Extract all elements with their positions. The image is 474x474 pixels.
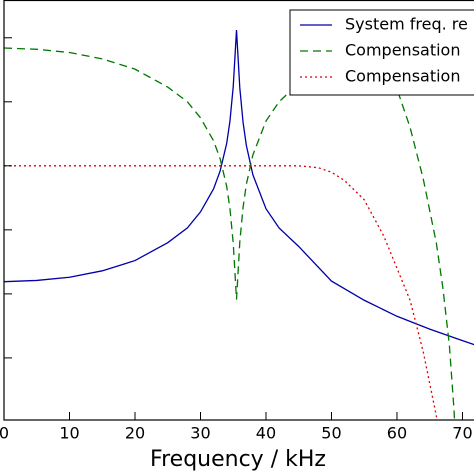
x-axis-label: Frequency / kHz: [150, 447, 326, 472]
legend-box: [289, 9, 474, 96]
legend: System freq. re Compensation Compensation: [289, 9, 474, 96]
x-tick-label: 50: [321, 424, 341, 443]
axes-frame: [3, 0, 474, 421]
legend-label: System freq. re: [345, 15, 468, 34]
x-tick-label: 30: [190, 424, 210, 443]
series-line: [4, 40, 456, 420]
x-tick-label: 20: [125, 424, 145, 443]
x-tick-label: 0: [0, 424, 9, 443]
x-tick-label: 10: [59, 424, 79, 443]
x-tick-label: 60: [387, 424, 407, 443]
x-tick-label: 40: [256, 424, 276, 443]
plot-area: [4, 30, 474, 420]
series-line: [4, 30, 474, 346]
x-tick-label: 70: [452, 424, 472, 443]
legend-label: Compensation: [345, 41, 460, 60]
legend-label: Compensation: [345, 67, 460, 86]
